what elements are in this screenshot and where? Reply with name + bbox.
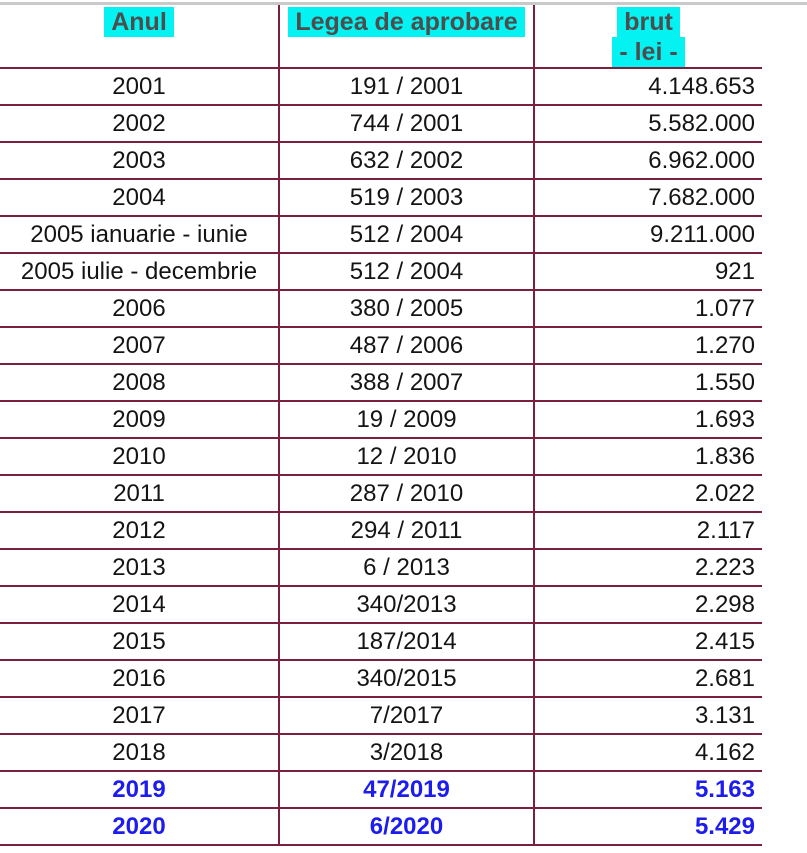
cell-legea: 294 / 2011 xyxy=(278,512,534,550)
cell-anul: 2005 ianuarie - iunie xyxy=(0,216,279,254)
cell-anul: 2011 xyxy=(0,475,279,513)
cell-brut: 5.429 xyxy=(533,808,762,846)
table-row: 2010 12 / 2010 1.836 xyxy=(0,438,762,476)
table-row: 2015 187/2014 2.415 xyxy=(0,623,762,661)
cell-anul: 2019 xyxy=(0,771,279,809)
cell-legea: 380 / 2005 xyxy=(278,290,534,328)
table-row: 2011 287 / 2010 2.022 xyxy=(0,475,762,513)
cell-legea: 191 / 2001 xyxy=(278,68,534,106)
cell-anul: 2004 xyxy=(0,179,279,217)
cell-legea: 340/2015 xyxy=(278,660,534,698)
table-row: 2005 ianuarie - iunie 512 / 2004 9.211.0… xyxy=(0,216,762,254)
cell-brut: 2.022 xyxy=(533,475,762,513)
table-row: 2019 47/2019 5.163 xyxy=(0,771,762,809)
header-cell-brut: brut - lei - xyxy=(533,5,762,69)
cell-legea: 6 / 2013 xyxy=(278,549,534,587)
cell-brut: 3.131 xyxy=(533,697,762,735)
cell-legea: 632 / 2002 xyxy=(278,142,534,180)
table-body: 2001 191 / 2001 4.148.653 2002 744 / 200… xyxy=(0,68,762,846)
table-row: 2016 340/2015 2.681 xyxy=(0,660,762,698)
cell-anul: 2006 xyxy=(0,290,279,328)
cell-brut: 6.962.000 xyxy=(533,142,762,180)
cell-anul: 2015 xyxy=(0,623,279,661)
header-brut-label-line1: brut xyxy=(617,7,680,37)
cell-brut: 5.582.000 xyxy=(533,105,762,143)
cell-anul: 2010 xyxy=(0,438,279,476)
cell-legea: 6/2020 xyxy=(278,808,534,846)
cell-legea: 744 / 2001 xyxy=(278,105,534,143)
cell-legea: 3/2018 xyxy=(278,734,534,772)
table-row: 2020 6/2020 5.429 xyxy=(0,808,762,846)
cell-anul: 2016 xyxy=(0,660,279,698)
cell-brut: 2.415 xyxy=(533,623,762,661)
cell-brut: 9.211.000 xyxy=(533,216,762,254)
cell-legea: 388 / 2007 xyxy=(278,364,534,402)
table-row: 2017 7/2017 3.131 xyxy=(0,697,762,735)
cell-legea: 519 / 2003 xyxy=(278,179,534,217)
cell-anul: 2017 xyxy=(0,697,279,735)
cell-anul: 2003 xyxy=(0,142,279,180)
table-row: 2003 632 / 2002 6.962.000 xyxy=(0,142,762,180)
cell-anul: 2002 xyxy=(0,105,279,143)
cell-brut: 2.298 xyxy=(533,586,762,624)
cell-brut: 1.077 xyxy=(533,290,762,328)
cell-anul: 2007 xyxy=(0,327,279,365)
cell-anul: 2009 xyxy=(0,401,279,439)
cell-anul: 2012 xyxy=(0,512,279,550)
table-header-row: Anul Legea de aprobare brut - lei - xyxy=(0,5,762,69)
header-brut-label-line2: - lei - xyxy=(612,37,685,66)
cell-anul: 2005 iulie - decembrie xyxy=(0,253,279,291)
header-cell-anul: Anul xyxy=(0,5,279,69)
cell-anul: 2008 xyxy=(0,364,279,402)
cell-brut: 7.682.000 xyxy=(533,179,762,217)
cell-legea: 7/2017 xyxy=(278,697,534,735)
table-row: 2008 388 / 2007 1.550 xyxy=(0,364,762,402)
cell-legea: 12 / 2010 xyxy=(278,438,534,476)
cell-legea: 19 / 2009 xyxy=(278,401,534,439)
cell-legea: 512 / 2004 xyxy=(278,216,534,254)
table-row: 2013 6 / 2013 2.223 xyxy=(0,549,762,587)
cell-legea: 512 / 2004 xyxy=(278,253,534,291)
header-cell-legea: Legea de aprobare xyxy=(278,5,534,69)
cell-brut: 1.836 xyxy=(533,438,762,476)
table-row: 2001 191 / 2001 4.148.653 xyxy=(0,68,762,106)
cell-brut: 4.162 xyxy=(533,734,762,772)
cell-brut: 921 xyxy=(533,253,762,291)
table-row: 2005 iulie - decembrie 512 / 2004 921 xyxy=(0,253,762,291)
table-row: 2007 487 / 2006 1.270 xyxy=(0,327,762,365)
cell-anul: 2018 xyxy=(0,734,279,772)
header-anul-label: Anul xyxy=(104,7,174,37)
cell-brut: 5.163 xyxy=(533,771,762,809)
cell-brut: 1.693 xyxy=(533,401,762,439)
cell-brut: 4.148.653 xyxy=(533,68,762,106)
cell-brut: 2.223 xyxy=(533,549,762,587)
cell-brut: 1.550 xyxy=(533,364,762,402)
top-divider-line xyxy=(0,2,807,5)
cell-legea: 487 / 2006 xyxy=(278,327,534,365)
table-row: 2006 380 / 2005 1.077 xyxy=(0,290,762,328)
cell-legea: 340/2013 xyxy=(278,586,534,624)
cell-legea: 187/2014 xyxy=(278,623,534,661)
cell-brut: 1.270 xyxy=(533,327,762,365)
table-row: 2018 3/2018 4.162 xyxy=(0,734,762,772)
table-row: 2012 294 / 2011 2.117 xyxy=(0,512,762,550)
cell-anul: 2001 xyxy=(0,68,279,106)
cell-anul: 2013 xyxy=(0,549,279,587)
minimum-wage-table: Anul Legea de aprobare brut - lei - 2001… xyxy=(0,5,762,846)
cell-anul: 2014 xyxy=(0,586,279,624)
cell-brut: 2.117 xyxy=(533,512,762,550)
cell-legea: 287 / 2010 xyxy=(278,475,534,513)
cell-brut: 2.681 xyxy=(533,660,762,698)
table-row: 2014 340/2013 2.298 xyxy=(0,586,762,624)
table-row: 2009 19 / 2009 1.693 xyxy=(0,401,762,439)
cell-anul: 2020 xyxy=(0,808,279,846)
header-legea-label: Legea de aprobare xyxy=(288,7,525,37)
table-row: 2004 519 / 2003 7.682.000 xyxy=(0,179,762,217)
table-row: 2002 744 / 2001 5.582.000 xyxy=(0,105,762,143)
cell-legea: 47/2019 xyxy=(278,771,534,809)
